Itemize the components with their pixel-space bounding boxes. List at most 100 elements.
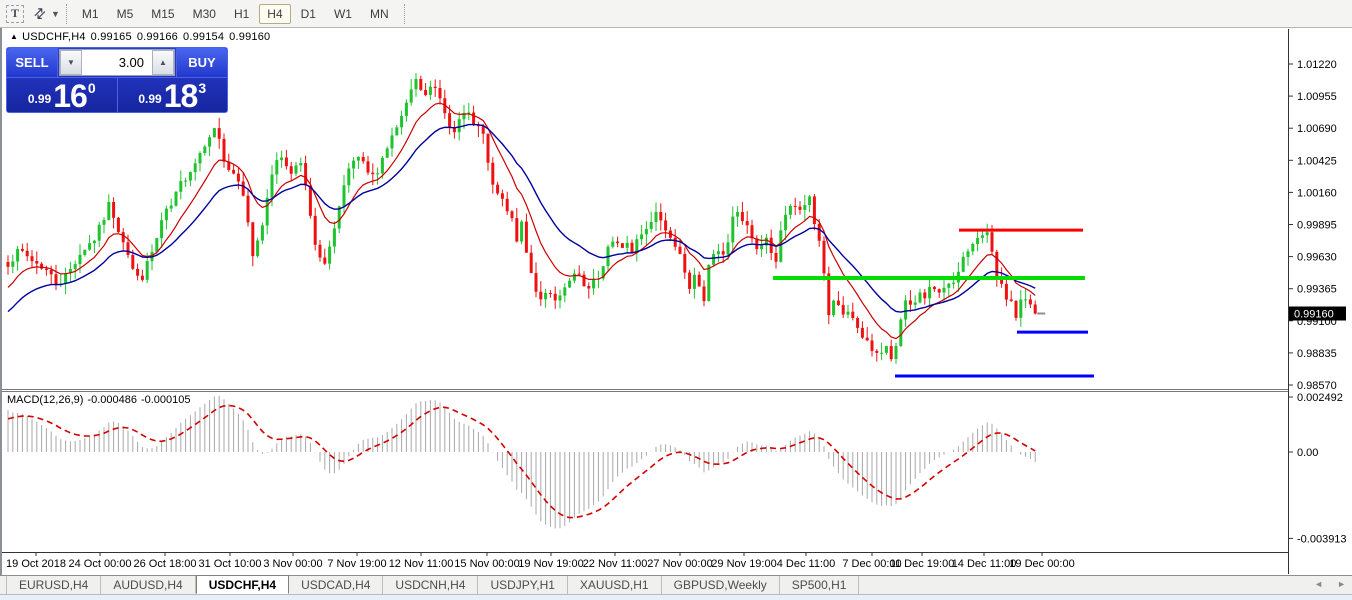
- sell-price-quote[interactable]: 0.99 16 0: [7, 78, 118, 113]
- svg-text:19 Oct 2018: 19 Oct 2018: [6, 558, 66, 570]
- svg-text:0.99365: 0.99365: [1297, 284, 1337, 296]
- quote-high: 0.99166: [136, 31, 178, 43]
- window-left-edge: [0, 0, 2, 599]
- svg-text:4 Dec 11:00: 4 Dec 11:00: [777, 558, 836, 570]
- volume-decrease-button[interactable]: ▼: [60, 50, 82, 75]
- collapse-panel-icon[interactable]: ▲: [10, 32, 19, 41]
- current-price-marker: 0.99160: [1289, 306, 1346, 321]
- timeframe-button-h4[interactable]: H4: [259, 3, 291, 24]
- chart-tab-usdcnh-h4[interactable]: USDCNH,H4: [383, 576, 479, 594]
- volume-stepper: ▼ 3.00 ▲: [59, 49, 175, 76]
- svg-text:27 Nov 00:00: 27 Nov 00:00: [647, 558, 712, 570]
- macd-signal-value: -0.000105: [140, 394, 191, 406]
- macd-indicator-label: MACD(12,26,9) -0.000486 -0.000105: [7, 394, 195, 406]
- buy-price-quote[interactable]: 0.99 18 3: [118, 78, 228, 113]
- price-axis[interactable]: 1.01220 1.00955 1.00690 1.00425 1.00160 0.998…: [1288, 59, 1337, 392]
- svg-text:19 Nov 19:00: 19 Nov 19:00: [518, 558, 583, 570]
- swap-arrows-glyph: ⇄: [29, 3, 49, 23]
- chart-tab-sp500-h1[interactable]: SP500,H1: [780, 576, 860, 594]
- chart-tab-gbpusd-weekly[interactable]: GBPUSD,Weekly: [662, 576, 780, 594]
- chart-tabs: EURUSD,H4 AUDUSD,H4 USDCHF,H4 USDCAD,H4 USDC…: [6, 575, 860, 594]
- svg-text:1.00160: 1.00160: [1297, 187, 1337, 199]
- svg-text:1.00690: 1.00690: [1297, 123, 1337, 135]
- quote-open: 0.99165: [90, 31, 132, 43]
- text-tool-icon[interactable]: T: [6, 4, 24, 23]
- svg-text:29 Nov 19:00: 29 Nov 19:00: [711, 558, 776, 570]
- timeframe-button-m1[interactable]: M1: [81, 6, 99, 21]
- macd-value: -0.000486: [87, 394, 137, 406]
- sell-price-pipette: 0: [87, 80, 96, 96]
- timeframe-button-h1[interactable]: H1: [233, 6, 250, 21]
- svg-text:14 Dec 11:00: 14 Dec 11:00: [952, 558, 1017, 570]
- toolbar-separator-2: [403, 3, 405, 24]
- svg-text:0.99895: 0.99895: [1297, 220, 1337, 232]
- svg-text:31 Oct 10:00: 31 Oct 10:00: [199, 558, 262, 570]
- svg-text:11 Dec 19:00: 11 Dec 19:00: [890, 558, 955, 570]
- symbol-period-label: USDCHF,H4: [22, 31, 86, 43]
- svg-text:0.98835: 0.98835: [1297, 348, 1337, 360]
- svg-text:19 Dec 00:00: 19 Dec 00:00: [1009, 558, 1074, 570]
- timeframe-button-m30[interactable]: M30: [192, 6, 216, 21]
- chart-tab-xauusd-h1[interactable]: XAUUSD,H1: [568, 576, 662, 594]
- swap-arrows-icon[interactable]: ⇄: [29, 3, 49, 23]
- macd-axis[interactable]: 0.002492 0.00 -0.003913: [1288, 392, 1347, 545]
- svg-text:0.00: 0.00: [1297, 447, 1318, 459]
- svg-text:26 Oct 18:00: 26 Oct 18:00: [134, 558, 197, 570]
- svg-text:22 Nov 11:00: 22 Nov 11:00: [583, 558, 648, 570]
- chart-tab-bar: EURUSD,H4 AUDUSD,H4 USDCHF,H4 USDCAD,H4 USDC…: [0, 575, 1352, 594]
- svg-text:1.01220: 1.01220: [1297, 59, 1337, 71]
- svg-text:24 Oct 00:00: 24 Oct 00:00: [69, 558, 132, 570]
- status-strip: [0, 594, 1352, 600]
- timeframe-button-mn[interactable]: MN: [369, 6, 389, 21]
- sell-button[interactable]: SELL: [7, 48, 58, 77]
- macd-histogram: [7, 395, 1036, 529]
- pane-borders: [0, 29, 1289, 574]
- sell-price-prefix: 0.99: [27, 92, 52, 106]
- macd-signal-line: [7, 404, 1036, 519]
- svg-text:-0.003913: -0.003913: [1297, 533, 1347, 545]
- time-axis[interactable]: 19 Oct 2018 24 Oct 00:00 26 Oct 18:00 31 Oc…: [6, 552, 1075, 570]
- toolbar-dropdown-caret[interactable]: ▼: [51, 8, 60, 19]
- svg-text:7 Dec 00:00: 7 Dec 00:00: [842, 558, 901, 570]
- timeframe-button-m5[interactable]: M5: [116, 6, 134, 21]
- chart-tab-eurusd-h4[interactable]: EURUSD,H4: [6, 576, 102, 594]
- svg-text:0.99630: 0.99630: [1297, 252, 1337, 264]
- macd-name: MACD(12,26,9): [7, 394, 84, 406]
- tab-scroll-controls: ◄ ►: [1314, 579, 1346, 589]
- candles-layer: [6, 73, 1037, 364]
- tab-scroll-left-icon[interactable]: ◄: [1314, 579, 1324, 589]
- fast-ma-line: [7, 102, 1036, 340]
- timeframe-button-d1[interactable]: D1: [300, 6, 316, 21]
- timeframe-button-m15[interactable]: M15: [151, 6, 175, 21]
- timeframe-button-w1[interactable]: W1: [333, 6, 352, 21]
- one-click-trading-panel: SELL ▼ 3.00 ▲ BUY 0.99 16 0 0.99 18 3: [6, 47, 228, 113]
- quote-header: ▲ USDCHF,H4 0.99165 0.99166 0.99154 0.99160: [10, 31, 275, 43]
- chart-tab-audusd-h4[interactable]: AUDUSD,H4: [101, 576, 196, 594]
- chart-tab-usdjpy-h1[interactable]: USDJPY,H1: [478, 576, 568, 594]
- timeframe-buttons: M1 M5 M15 M30 H1 H4 D1 W1 MN: [73, 3, 398, 24]
- timeframe-toolbar: T ⇄ ▼ M1 M5 M15 M30 H1 H4 D1 W1 MN: [0, 0, 1352, 28]
- svg-text:12 Nov 11:00: 12 Nov 11:00: [389, 558, 454, 570]
- svg-text:0.002492: 0.002492: [1297, 392, 1343, 404]
- svg-text:3 Nov 00:00: 3 Nov 00:00: [263, 558, 322, 570]
- svg-text:7 Nov 19:00: 7 Nov 19:00: [327, 558, 386, 570]
- quote-close: 0.99160: [229, 31, 271, 43]
- buy-price-prefix: 0.99: [138, 92, 162, 106]
- toolbar-separator: [65, 3, 67, 24]
- svg-text:0.99160: 0.99160: [1294, 309, 1334, 321]
- svg-text:0.98570: 0.98570: [1297, 380, 1337, 392]
- buy-price-pipette: 3: [198, 80, 207, 96]
- svg-text:1.00955: 1.00955: [1297, 91, 1337, 103]
- chart-tab-usdchf-h4[interactable]: USDCHF,H4: [195, 575, 290, 594]
- sell-price-big-digits: 16: [53, 78, 88, 114]
- buy-price-big-digits: 18: [163, 78, 199, 114]
- volume-input[interactable]: 3.00: [118, 55, 144, 70]
- chart-tab-usdcad-h4[interactable]: USDCAD,H4: [289, 576, 384, 594]
- tab-scroll-right-icon[interactable]: ►: [1337, 579, 1346, 589]
- quote-low: 0.99154: [183, 31, 225, 43]
- buy-button[interactable]: BUY: [176, 48, 227, 77]
- volume-increase-button[interactable]: ▲: [152, 50, 174, 75]
- svg-text:1.00425: 1.00425: [1297, 155, 1337, 167]
- svg-text:15 Nov 00:00: 15 Nov 00:00: [454, 558, 519, 570]
